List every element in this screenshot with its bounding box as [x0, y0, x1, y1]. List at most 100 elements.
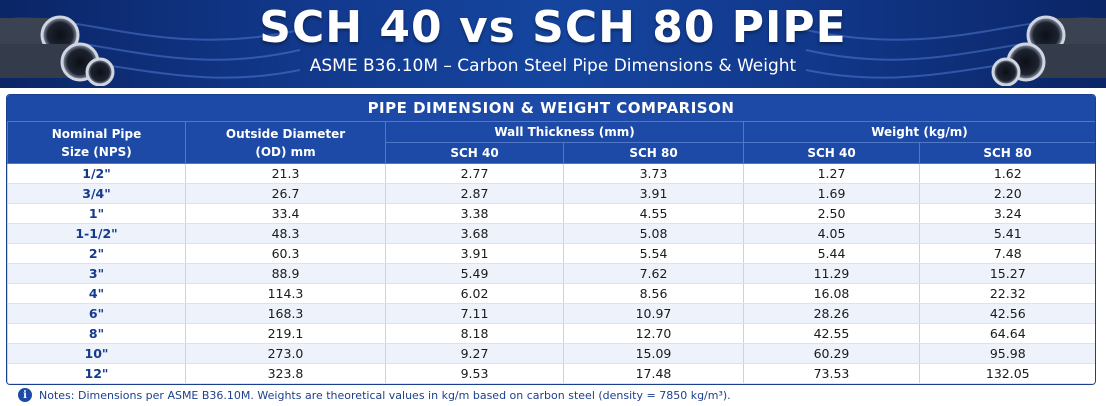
table-row: 1-1/2" 48.3 3.68 5.08 4.05 5.41	[7, 223, 1095, 244]
wall-sch80-cell: 3.73	[563, 163, 744, 184]
weight-sch40-cell: 4.05	[743, 223, 920, 244]
page-subtitle: ASME B36.10M – Carbon Steel Pipe Dimensi…	[309, 56, 797, 76]
header-weight-sch40: SCH 40	[743, 142, 920, 164]
nps-cell: 3"	[7, 263, 186, 284]
wall-sch80-cell: 12.70	[563, 323, 744, 344]
weight-sch80-cell: 22.32	[918, 283, 1095, 304]
header-od-line2: (OD) mm	[255, 144, 316, 159]
od-cell: 114.3	[185, 283, 386, 304]
table-caption: PIPE DIMENSION & WEIGHT COMPARISON	[7, 95, 1095, 121]
od-cell: 33.4	[185, 203, 386, 224]
table-row: 6" 168.3 7.11 10.97 28.26 42.56	[7, 303, 1095, 324]
wall-sch80-cell: 7.62	[563, 263, 744, 284]
weight-sch40-cell: 73.53	[743, 363, 920, 384]
od-cell: 323.8	[185, 363, 386, 384]
wall-sch40-cell: 3.91	[385, 243, 564, 264]
wall-sch80-cell: 3.91	[563, 183, 744, 204]
wall-sch80-cell: 15.09	[563, 343, 744, 364]
weight-sch40-cell: 5.44	[743, 243, 920, 264]
od-cell: 48.3	[185, 223, 386, 244]
notes-text: Notes: Dimensions per ASME B36.10M. Weig…	[39, 388, 731, 402]
wall-sch40-cell: 2.77	[385, 163, 564, 184]
table-row: 4" 114.3 6.02 8.56 16.08 22.32	[7, 283, 1095, 304]
header-wall-thickness: Wall Thickness (mm)	[385, 121, 744, 143]
weight-sch80-cell: 15.27	[918, 263, 1095, 284]
nps-cell: 12"	[7, 363, 186, 384]
table-row: 3/4" 26.7 2.87 3.91 1.69 2.20	[7, 183, 1095, 204]
nps-cell: 1"	[7, 203, 186, 224]
table-row: 8" 219.1 8.18 12.70 42.55 64.64	[7, 323, 1095, 344]
weight-sch40-cell: 16.08	[743, 283, 920, 304]
table-row: 3" 88.9 5.49 7.62 11.29 15.27	[7, 263, 1095, 284]
weight-sch80-cell: 132.05	[918, 363, 1095, 384]
header-od: Outside Diameter (OD) mm	[185, 121, 386, 164]
wall-sch40-cell: 9.53	[385, 363, 564, 384]
weight-sch40-cell: 60.29	[743, 343, 920, 364]
wall-sch40-cell: 6.02	[385, 283, 564, 304]
table-row: 1/2" 21.3 2.77 3.73 1.27 1.62	[7, 163, 1095, 184]
weight-sch80-cell: 1.62	[918, 163, 1095, 184]
nps-cell: 2"	[7, 243, 186, 264]
header-weight: Weight (kg/m)	[742, 121, 1095, 143]
page-title: SCH 40 vs SCH 80 PIPE	[259, 2, 847, 53]
title-banner: SCH 40 vs SCH 80 PIPE ASME B36.10M – Car…	[0, 0, 1106, 88]
table-body: 1/2" 21.3 2.77 3.73 1.27 1.62 3/4" 26.7 2.87 3.91…	[7, 163, 1095, 384]
wall-sch40-cell: 7.11	[385, 303, 564, 324]
header-wall-sch40: SCH 40	[385, 142, 564, 164]
wall-sch80-cell: 4.55	[563, 203, 744, 224]
od-cell: 168.3	[185, 303, 386, 324]
weight-sch40-cell: 42.55	[743, 323, 920, 344]
nps-cell: 10"	[7, 343, 186, 364]
weight-sch80-cell: 95.98	[918, 343, 1095, 364]
weight-sch40-cell: 11.29	[743, 263, 920, 284]
pipe-stack-icon	[991, 15, 1106, 86]
header-nps-line2: Size (NPS)	[61, 144, 132, 159]
od-cell: 60.3	[185, 243, 386, 264]
nps-cell: 3/4"	[7, 183, 186, 204]
wall-sch40-cell: 9.27	[385, 343, 564, 364]
wall-sch80-cell: 17.48	[563, 363, 744, 384]
od-cell: 26.7	[185, 183, 386, 204]
wall-sch40-cell: 3.38	[385, 203, 564, 224]
wall-sch80-cell: 5.08	[563, 223, 744, 244]
header-wall-sch80: SCH 80	[563, 142, 744, 164]
weight-sch80-cell: 5.41	[918, 223, 1095, 244]
wall-sch80-cell: 5.54	[563, 243, 744, 264]
weight-sch80-cell: 2.20	[918, 183, 1095, 204]
table-row: 10" 273.0 9.27 15.09 60.29 95.98	[7, 343, 1095, 364]
nps-cell: 6"	[7, 303, 186, 324]
od-cell: 219.1	[185, 323, 386, 344]
od-cell: 273.0	[185, 343, 386, 364]
nps-cell: 4"	[7, 283, 186, 304]
table-row: 1" 33.4 3.38 4.55 2.50 3.24	[7, 203, 1095, 224]
nps-cell: 8"	[7, 323, 186, 344]
weight-sch40-cell: 1.69	[743, 183, 920, 204]
wall-sch40-cell: 8.18	[385, 323, 564, 344]
data-table: Nominal Pipe Size (NPS) Outside Diameter…	[7, 121, 1095, 384]
info-icon: i	[18, 388, 32, 402]
weight-sch80-cell: 42.56	[918, 303, 1095, 324]
table-row: 2" 60.3 3.91 5.54 5.44 7.48	[7, 243, 1095, 264]
weight-sch80-cell: 7.48	[918, 243, 1095, 264]
header-nps-line1: Nominal Pipe	[51, 126, 142, 141]
notes: i Notes: Dimensions per ASME B36.10M. We…	[18, 386, 731, 404]
header-nps: Nominal Pipe Size (NPS)	[7, 121, 186, 164]
weight-sch40-cell: 1.27	[743, 163, 920, 184]
comparison-table: PIPE DIMENSION & WEIGHT COMPARISON Nomin…	[6, 94, 1096, 385]
weight-sch40-cell: 2.50	[743, 203, 920, 224]
wall-sch40-cell: 5.49	[385, 263, 564, 284]
weight-sch40-cell: 28.26	[743, 303, 920, 324]
nps-cell: 1-1/2"	[7, 223, 186, 244]
od-cell: 88.9	[185, 263, 386, 284]
header-weight-sch80: SCH 80	[918, 142, 1095, 164]
table-row: 12" 323.8 9.53 17.48 73.53 132.05	[7, 363, 1095, 384]
wall-sch40-cell: 2.87	[385, 183, 564, 204]
nps-cell: 1/2"	[7, 163, 186, 184]
wall-sch80-cell: 10.97	[563, 303, 744, 324]
pipe-stack-icon	[0, 15, 115, 86]
od-cell: 21.3	[185, 163, 386, 184]
wall-sch80-cell: 8.56	[563, 283, 744, 304]
wall-sch40-cell: 3.68	[385, 223, 564, 244]
weight-sch80-cell: 3.24	[918, 203, 1095, 224]
weight-sch80-cell: 64.64	[918, 323, 1095, 344]
